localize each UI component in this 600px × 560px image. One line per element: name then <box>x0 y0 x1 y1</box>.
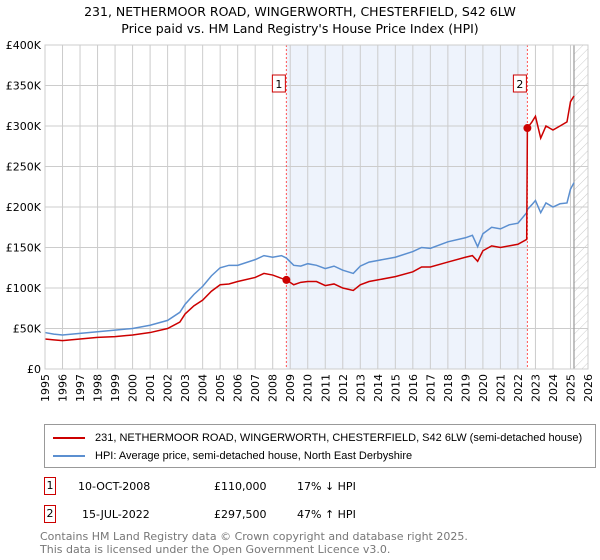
chart-subtitle: Price paid vs. HM Land Registry's House … <box>121 21 479 36</box>
legend-item-hpi: HPI: Average price, semi-detached house,… <box>53 449 412 463</box>
x-tick-label: 2022 <box>512 374 525 402</box>
sale-label: 1 <box>275 78 282 91</box>
x-tick-label: 2010 <box>302 374 315 402</box>
sale-label-box <box>512 74 527 93</box>
x-tick-label: 2004 <box>197 374 210 402</box>
legend-swatch-property <box>53 437 85 439</box>
y-tick-label: £300K <box>6 120 42 133</box>
x-tick-label: 2025 <box>564 374 577 402</box>
y-tick-label: £0 <box>27 363 41 376</box>
sale-date: 15-JUL-2022 <box>82 508 150 521</box>
y-tick-label: £150K <box>6 242 42 255</box>
x-tick-label: 2015 <box>389 374 402 402</box>
sale-hpi-delta: 17% ↓ HPI <box>297 480 356 493</box>
x-tick-label: 2019 <box>459 374 472 402</box>
sale-badge: 1 <box>44 477 56 495</box>
footer-licence: This data is licensed under the Open Gov… <box>40 543 391 556</box>
x-tick-label: 1998 <box>92 374 105 402</box>
sale-hpi-delta: 47% ↑ HPI <box>297 508 356 521</box>
y-tick-label: £100K <box>6 282 42 295</box>
sale-label: 2 <box>516 78 523 91</box>
x-tick-label: 1997 <box>74 374 87 402</box>
x-tick-label: 1995 <box>39 374 52 402</box>
x-tick-label: 2020 <box>477 374 490 402</box>
sale-row-1: 1 10-OCT-2008 £110,000 17% ↓ HPI <box>44 477 444 497</box>
x-tick-label: 2013 <box>354 374 367 402</box>
x-tick-label: 1996 <box>57 374 70 402</box>
y-tick-label: £400K <box>6 39 42 52</box>
x-tick-label: 2016 <box>407 374 420 402</box>
sale-badge: 2 <box>44 505 56 523</box>
x-tick-label: 2017 <box>424 374 437 402</box>
legend: 231, NETHERMOOR ROAD, WINGERWORTH, CHEST… <box>44 424 596 468</box>
sale-price: £297,500 <box>214 508 267 521</box>
x-tick-label: 2003 <box>179 374 192 402</box>
x-tick-label: 2011 <box>319 374 332 402</box>
price-chart: 1995 1996 1997 1998 1999 2000 2001 2002 2003 2004… <box>6 39 595 402</box>
legend-label-hpi: HPI: Average price, semi-detached house,… <box>95 450 413 462</box>
sale-row-2: 2 15-JUL-2022 £297,500 47% ↑ HPI <box>44 505 444 525</box>
x-tick-label: 2026 <box>582 374 595 402</box>
sale-price: £110,000 <box>214 480 267 493</box>
x-tick-label: 2009 <box>284 374 297 402</box>
x-tick-label: 2014 <box>372 374 385 402</box>
y-tick-label: £50K <box>13 323 42 336</box>
x-tick-label: 2012 <box>337 374 350 402</box>
sale-date: 10-OCT-2008 <box>78 480 151 493</box>
x-tick-label: 2018 <box>442 374 455 402</box>
y-tick-label: £200K <box>6 201 42 214</box>
y-tick-label: £350K <box>6 80 42 93</box>
y-tick-label: £250K <box>6 161 42 174</box>
x-tick-label: 2005 <box>214 374 227 402</box>
plot-frame <box>44 44 589 370</box>
sale-point <box>282 275 291 284</box>
x-tick-label: 2023 <box>529 374 542 402</box>
legend-swatch-hpi <box>53 455 85 457</box>
x-tick-label: 2001 <box>144 374 157 402</box>
legend-label-property: 231, NETHERMOOR ROAD, WINGERWORTH, CHEST… <box>95 432 583 444</box>
footer-copyright: Contains HM Land Registry data © Crown c… <box>40 530 468 543</box>
x-tick-label: 2002 <box>162 374 175 402</box>
x-tick-label: 2006 <box>232 374 245 402</box>
x-tick-label: 1999 <box>109 374 122 402</box>
x-tick-label: 2024 <box>547 374 560 402</box>
chart-title: 231, NETHERMOOR ROAD, WINGERWORTH, CHEST… <box>84 4 516 19</box>
x-tick-label: 2021 <box>494 374 507 402</box>
x-tick-label: 2008 <box>267 374 280 402</box>
x-tick-label: 2007 <box>249 374 262 402</box>
legend-item-property: 231, NETHERMOOR ROAD, WINGERWORTH, CHEST… <box>53 431 582 445</box>
property-price-line <box>44 95 575 342</box>
x-tick-label: 2000 <box>127 374 140 402</box>
sale-label-box <box>271 74 286 93</box>
sale-point <box>523 124 532 133</box>
